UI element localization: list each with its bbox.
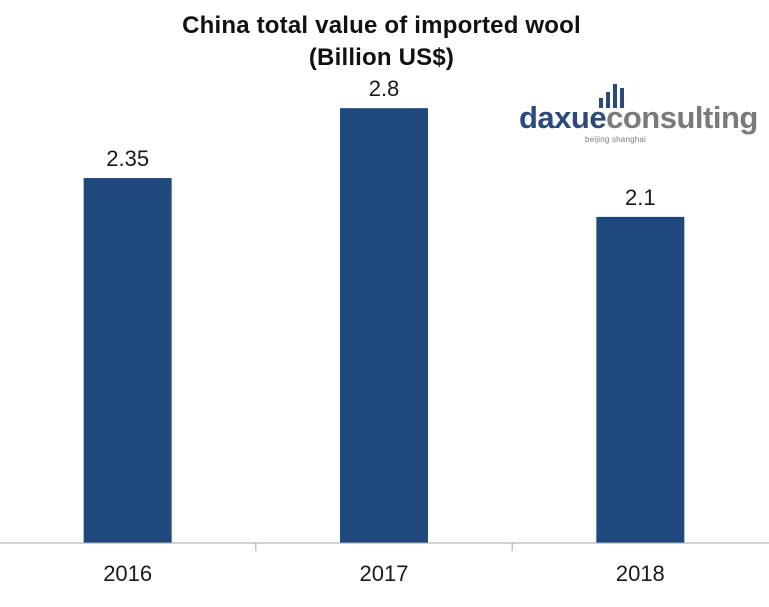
logo-wordmark: daxueconsulting [519,100,758,136]
data-label-2016: 2.35 [106,146,149,171]
data-label-2018: 2.1 [625,185,656,210]
x-tick-label-2017: 2017 [360,561,409,586]
chart-title: China total value of imported wool [182,12,581,39]
bar-2016 [83,178,172,543]
chart-subtitle: (Billion US$) [308,44,455,71]
x-tick-label-2016: 2016 [103,561,152,586]
bars-layer [83,108,685,544]
logo-bars-icon [599,84,629,108]
bar-2018 [596,216,685,543]
logo-tagline: beijing shanghai [585,135,647,144]
x-tick-label-2018: 2018 [616,561,665,586]
bar-2017 [340,108,428,544]
labels-layer: 2.35 2016 2.8 2017 2.1 2018 [103,76,665,586]
data-label-2017: 2.8 [369,76,400,101]
x-axis [0,542,769,551]
logo-wordmark-part1: daxue [519,100,607,135]
logo-wordmark-part2: consulting [606,100,758,135]
daxue-consulting-logo: daxueconsulting beijing shanghai [519,84,764,150]
